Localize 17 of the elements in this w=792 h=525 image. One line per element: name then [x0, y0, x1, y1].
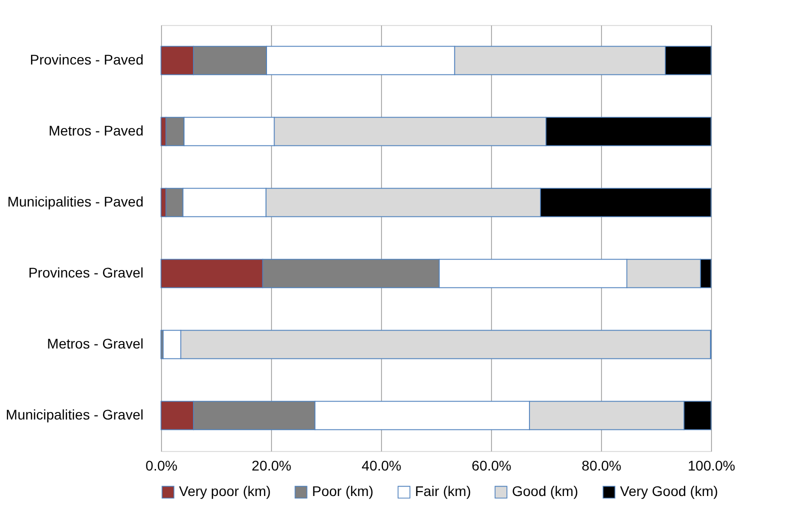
legend-label: Very poor (km) — [179, 483, 271, 500]
y-tick-label: Provinces - Gravel — [28, 264, 144, 280]
legend-label: Fair (km) — [415, 483, 471, 500]
y-tick-label: Municipalities - Paved — [7, 194, 144, 210]
legend-label: Poor (km) — [312, 483, 374, 500]
y-tick-label: Metros - Paved — [48, 122, 144, 138]
legend-label: Good (km) — [512, 483, 578, 500]
x-tick-label: 100.0% — [688, 458, 736, 474]
y-tick-label: Provinces - Paved — [30, 52, 144, 68]
x-tick-label: 20.0% — [252, 458, 292, 474]
x-tick-label: 0.0% — [146, 458, 178, 474]
y-tick-label: Municipalities - Gravel — [6, 406, 144, 422]
x-tick-label: 80.0% — [582, 458, 622, 474]
legend-label: Very Good (km) — [620, 483, 718, 500]
y-tick-label: Metros - Gravel — [47, 336, 144, 352]
x-tick-label: 60.0% — [472, 458, 512, 474]
x-tick-label: 40.0% — [362, 458, 402, 474]
